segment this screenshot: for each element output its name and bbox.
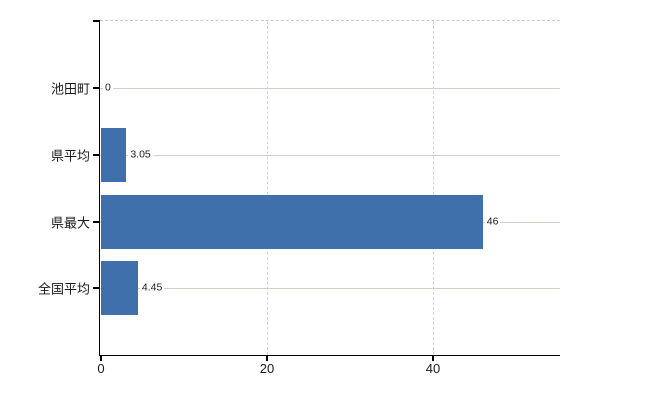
y-axis-tick [93,154,100,156]
y-axis-line [98,21,100,355]
bar-value-label: 0 [103,81,113,95]
bar-value-label: 46 [484,215,501,229]
x-axis-tick [100,356,102,361]
bar [101,261,138,315]
h-gridline [100,154,560,156]
v-gridline [266,21,268,355]
category-label: 池田町 [50,81,90,97]
bar-value-label: 3.05 [128,148,153,162]
bar-value-label: 4.45 [139,281,165,295]
x-tick-label: 0 [97,361,105,376]
x-axis-line [98,354,560,356]
category-label: 全国平均 [37,281,90,297]
y-axis-tick [93,221,100,223]
category-label: 県最大 [50,215,90,231]
x-tick-label: 20 [259,361,275,376]
x-axis-tick [266,356,268,361]
h-gridline [100,287,560,289]
bar [101,195,483,249]
x-tick-label: 40 [425,361,441,376]
plot-top-border [100,20,560,21]
v-gridline [432,21,434,355]
y-axis-tick [93,87,100,89]
bar [101,128,127,182]
category-label: 県平均 [50,148,90,164]
y-axis-tick [93,20,100,22]
y-axis-tick [93,287,100,289]
h-gridline [100,87,560,89]
x-axis-tick [432,356,434,361]
